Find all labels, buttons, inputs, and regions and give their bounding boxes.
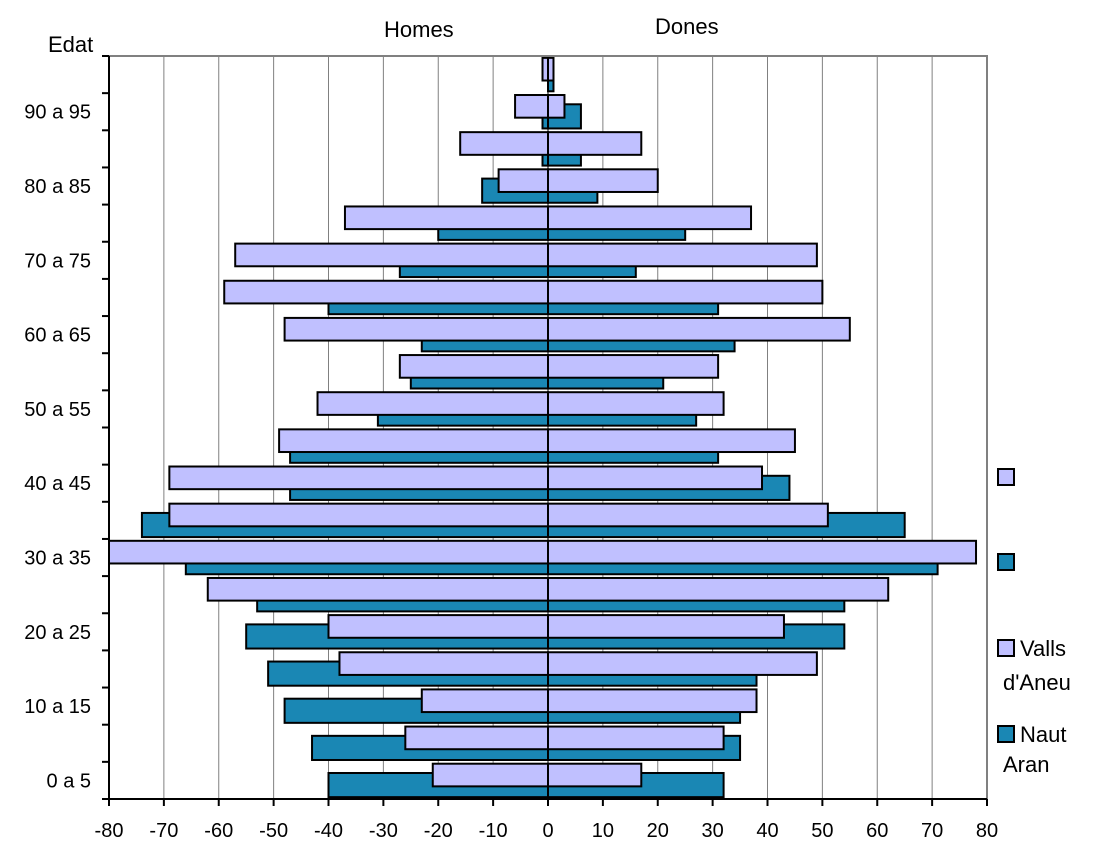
legend-swatch-empty-2 — [998, 554, 1014, 570]
x-tick-label: -40 — [314, 820, 343, 842]
valls-bar-women — [548, 132, 641, 155]
valls-bar-men — [285, 318, 548, 341]
legend-label-naut-line2: Aran — [1003, 752, 1049, 777]
x-tick-label: 60 — [866, 820, 888, 842]
legend: Valls d'Aneu Naut Aran — [998, 469, 1071, 777]
valls-bar-men — [224, 281, 548, 304]
x-tick-label: -10 — [479, 820, 508, 842]
valls-bar-men — [422, 689, 548, 712]
valls-bar-women — [548, 58, 553, 81]
valls-bar-men — [329, 615, 549, 638]
legend-label-naut-line1: Naut — [1020, 722, 1066, 747]
bars — [109, 56, 976, 799]
valls-bar-men — [109, 541, 548, 564]
valls-bar-women — [548, 504, 828, 527]
y-tick-label: 40 a 45 — [24, 473, 91, 495]
y-tick-label: 10 a 15 — [24, 696, 91, 718]
valls-bar-women — [548, 169, 658, 192]
x-tick-label: 10 — [592, 820, 614, 842]
valls-bar-women — [548, 615, 784, 638]
valls-bar-women — [548, 206, 751, 229]
x-tick-label: -70 — [149, 820, 178, 842]
valls-bar-men — [235, 244, 548, 267]
valls-bar-women — [548, 689, 757, 712]
valls-bar-women — [548, 318, 850, 341]
y-tick-labels: 0 a 5 10 a 15 20 a 25 30 a 35 40 a 45 50 a 55… — [24, 56, 109, 799]
valls-bar-men — [515, 95, 548, 118]
valls-bar-women — [548, 578, 888, 601]
valls-bar-women — [548, 355, 718, 378]
valls-bar-women — [548, 727, 724, 750]
valls-bar-women — [548, 764, 641, 787]
x-tick-labels: -80 -70 -60 -50 -40 -30 -20 -10 0 10 20 30 40 50 60 70 8… — [95, 799, 999, 842]
legend-swatch-empty-1 — [998, 469, 1014, 485]
x-tick-label: 70 — [921, 820, 943, 842]
valls-bar-women — [548, 541, 976, 564]
x-tick-label: 0 — [542, 820, 553, 842]
y-tick-label: 80 a 85 — [24, 176, 91, 198]
legend-swatch-naut — [998, 726, 1014, 742]
y-tick-label: 70 a 75 — [24, 250, 91, 272]
valls-bar-women — [548, 429, 795, 452]
x-tick-label: 50 — [811, 820, 833, 842]
valls-bar-men — [279, 429, 548, 452]
right-title: Dones — [655, 14, 719, 39]
x-tick-label: 20 — [647, 820, 669, 842]
valls-bar-women — [548, 95, 564, 118]
y-tick-label: 60 a 65 — [24, 325, 91, 347]
valls-bar-men — [169, 467, 548, 490]
legend-swatch-valls — [998, 640, 1014, 656]
x-tick-label: -60 — [204, 820, 233, 842]
valls-bar-men — [345, 206, 548, 229]
valls-bar-men — [460, 132, 548, 155]
valls-bar-men — [318, 392, 548, 415]
y-tick-label: 30 a 35 — [24, 548, 91, 570]
x-tick-label: -30 — [369, 820, 398, 842]
valls-bar-women — [548, 652, 817, 675]
y-tick-label: 90 a 95 — [24, 102, 91, 124]
valls-bar-women — [548, 281, 822, 304]
valls-bar-women — [548, 244, 817, 267]
y-tick-label: 20 a 25 — [24, 622, 91, 644]
y-tick-label: 50 a 55 — [24, 399, 91, 421]
x-tick-label: -50 — [259, 820, 288, 842]
valls-bar-men — [208, 578, 548, 601]
x-tick-label: 40 — [756, 820, 778, 842]
x-tick-label: 30 — [702, 820, 724, 842]
x-tick-label: 80 — [976, 820, 998, 842]
valls-bar-men — [339, 652, 548, 675]
legend-label-valls-line2: d'Aneu — [1003, 670, 1071, 695]
y-tick-label: 0 a 5 — [47, 770, 91, 792]
legend-label-valls-line1: Valls — [1020, 636, 1066, 661]
valls-bar-women — [548, 467, 762, 490]
x-tick-label: -80 — [95, 820, 124, 842]
valls-bar-men — [405, 727, 548, 750]
valls-bar-men — [433, 764, 548, 787]
left-title: Homes — [384, 17, 454, 42]
valls-bar-men — [400, 355, 548, 378]
valls-bar-men — [169, 504, 548, 527]
valls-bar-men — [499, 169, 548, 192]
valls-bar-women — [548, 392, 724, 415]
x-tick-label: -20 — [424, 820, 453, 842]
y-axis-title: Edat — [48, 32, 93, 57]
